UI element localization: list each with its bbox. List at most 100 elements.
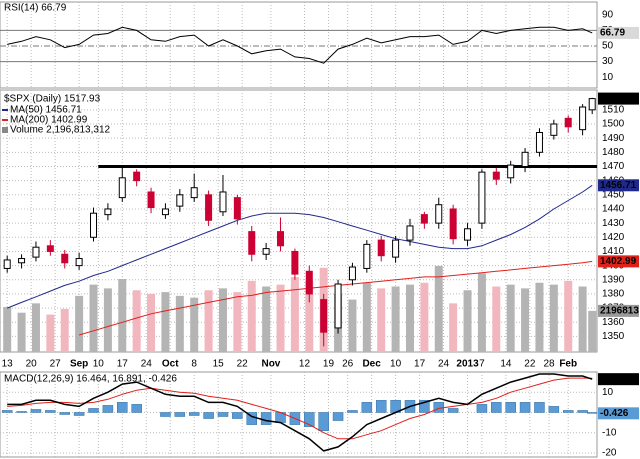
candle-body	[435, 204, 443, 224]
y-tick-label: 1490	[602, 133, 625, 144]
x-tick-label: 28	[543, 359, 555, 370]
histogram-bar	[577, 410, 588, 413]
volume-bar	[233, 292, 242, 352]
candle-body	[233, 197, 241, 220]
candle-body	[320, 299, 328, 333]
histogram-bar	[491, 402, 502, 413]
labels-layer: 1030507090RSI(14) 66.7966.79135013601370…	[2, 3, 640, 459]
y-tick-label: 1470	[602, 161, 625, 172]
candle-body	[464, 228, 472, 241]
x-tick-label: 20	[26, 359, 38, 370]
volume-bar	[521, 288, 530, 352]
x-tick-label: 17	[414, 359, 426, 370]
value-box	[598, 407, 639, 420]
histogram-bar	[586, 412, 598, 414]
histogram-bar	[519, 402, 531, 413]
candle-body	[18, 258, 26, 264]
histogram-bar	[117, 402, 128, 413]
y-tick-label: 1500	[602, 119, 625, 130]
panel-title: RSI(14) 66.79	[4, 3, 67, 14]
candle-body	[478, 171, 486, 224]
histogram-bar	[131, 404, 142, 413]
histogram-bar	[260, 412, 272, 425]
volume-bar	[506, 284, 515, 352]
value-box-label: 1402.99	[600, 256, 637, 267]
volume-bar	[391, 286, 400, 352]
y-tick-label: 1390	[602, 274, 625, 285]
volume-bar	[204, 290, 213, 352]
candle-body	[118, 177, 126, 199]
x-tick-label: 27	[50, 359, 62, 370]
histogram-bar	[304, 412, 315, 427]
volume-bar	[463, 290, 472, 352]
histogram-bar	[232, 412, 243, 419]
candle-body	[588, 98, 596, 111]
volume-bar	[276, 284, 285, 352]
x-tick-label: 22	[524, 359, 536, 370]
histogram-bar	[203, 412, 214, 419]
candle-body	[133, 171, 141, 182]
x-tick-label: 22	[237, 359, 249, 370]
volume-bar	[377, 288, 386, 352]
panel-title: MACD(12,26,9) 16.464, 16.891, -0.426	[4, 374, 177, 385]
candle-body	[291, 250, 299, 275]
histogram-bar	[160, 412, 171, 417]
rsi-line	[7, 26, 593, 64]
volume-bar	[535, 282, 544, 352]
histogram-bar	[30, 409, 42, 413]
candle-body	[420, 214, 428, 224]
histogram-bar	[217, 412, 229, 417]
legend-swatch	[2, 127, 8, 133]
candle-body	[262, 248, 270, 255]
volume-bar	[405, 284, 414, 352]
candle-body	[46, 245, 54, 252]
volume-bar	[262, 286, 271, 352]
value-box	[598, 92, 639, 105]
y-tick-label: -20	[602, 448, 617, 459]
value-box-label: 2196813	[600, 306, 639, 317]
candle-body	[248, 231, 256, 255]
grid-layer	[0, 2, 597, 457]
candle-body	[507, 164, 515, 179]
value-box	[598, 26, 639, 39]
moving-average-line	[7, 184, 593, 309]
x-tick-label: Dec	[362, 359, 381, 370]
legend-label: MA(200) 1402.99	[10, 115, 88, 126]
y-tick-label: 1350	[602, 331, 625, 342]
volume-bar	[420, 282, 429, 352]
candle-body	[219, 191, 227, 213]
candle-body	[521, 151, 529, 167]
volume-bar	[218, 288, 227, 352]
histogram-bar	[419, 400, 430, 413]
volume-bar	[348, 299, 357, 352]
candle-body	[190, 187, 198, 199]
value-box-label: 66.79	[600, 28, 625, 39]
volume-bar	[578, 286, 587, 352]
marks-layer	[1, 26, 598, 452]
x-tick-label: 24	[141, 359, 153, 370]
candle-body	[104, 208, 112, 216]
volume-bar	[103, 288, 112, 352]
histogram-bar	[73, 412, 85, 416]
volume-bar	[161, 292, 170, 352]
value-box	[598, 373, 639, 386]
candle-body	[176, 194, 184, 207]
candle-body	[535, 131, 543, 153]
candle-body	[348, 266, 356, 281]
histogram-bar	[318, 412, 329, 431]
rsi-panel	[0, 1, 598, 89]
x-tick-label: 7	[479, 359, 485, 370]
y-tick-label: 1450	[602, 189, 625, 200]
volume-bar	[60, 308, 69, 352]
candle-body	[377, 239, 385, 257]
x-tick-label: 15	[213, 359, 225, 370]
candle-body	[205, 194, 213, 221]
volume-bar	[305, 280, 314, 352]
candle-body	[564, 117, 572, 128]
value-box-label: -0.426	[600, 408, 629, 419]
candle-body	[3, 259, 11, 269]
y-tick-label: 1380	[602, 289, 625, 300]
candle-body	[492, 171, 500, 180]
x-tick-label: 19	[323, 359, 335, 370]
volume-bar	[3, 307, 12, 352]
